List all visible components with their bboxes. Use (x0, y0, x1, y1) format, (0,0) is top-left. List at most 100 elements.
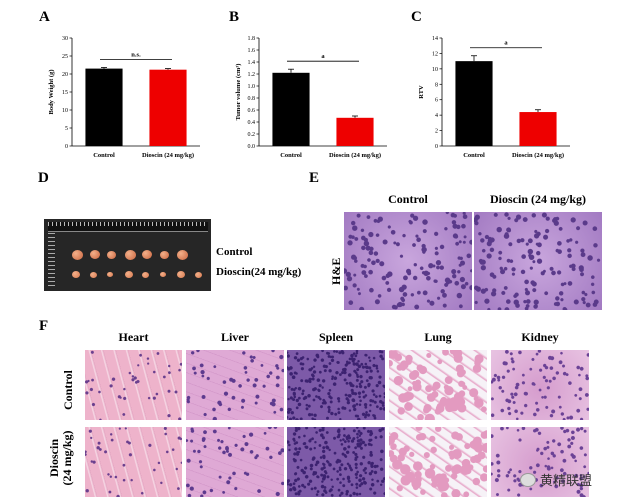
spleen-dioscin (287, 427, 385, 497)
heart-control (85, 350, 182, 420)
tumor (159, 272, 166, 277)
f-col-heart: Heart (118, 330, 149, 344)
f-col-lung: Lung (424, 330, 452, 344)
f-row-dioscin-label: Dioscin (24 mg/kg) (47, 430, 74, 486)
y-tick-label: 30 (62, 36, 68, 42)
tumor (142, 250, 152, 259)
y-tick-label: 1.2 (248, 72, 256, 78)
y-tick-label: 4 (435, 113, 438, 119)
y-axis-label: Tumor volume (cm³) (235, 64, 242, 121)
rtv-chart: 0 2 4 6 8 10 12 14 RTV Control Dioscin (24 mg/kg) a (418, 36, 570, 159)
spleen-control (287, 350, 385, 420)
tumor-photo (44, 219, 211, 291)
e-row-he: H&E (329, 257, 343, 285)
tumor (89, 271, 97, 278)
panel-letter-d: D (38, 170, 49, 186)
y-tick-label: 0.2 (248, 132, 256, 138)
bar (336, 117, 374, 146)
y-tick-label: 10 (432, 67, 438, 73)
e-col-dioscin: Dioscin (24 mg/kg) (490, 192, 586, 206)
lung-control (389, 350, 487, 420)
tumor (72, 271, 80, 278)
liver-dioscin (186, 427, 284, 497)
tumor (142, 271, 149, 278)
watermark-text: 黄精联盟 (540, 474, 593, 489)
y-tick-label: 14 (432, 36, 438, 42)
y-tick-label: 15 (62, 90, 68, 96)
tumor (72, 249, 83, 260)
tumor (107, 272, 113, 277)
category-label: Dioscin (24 mg/kg) (142, 152, 194, 159)
tumor-row-control (72, 248, 212, 262)
body-weight-chart: 0 5 10 15 20 25 30 Body Weight (g) Control Diosci… (48, 36, 200, 159)
ruler-left (48, 233, 55, 288)
f-row-dioscin: Dioscin (24 mg/kg) (47, 426, 74, 490)
panel-letter-c: C (411, 9, 422, 25)
category-label: Control (93, 152, 115, 159)
tumor (159, 250, 169, 259)
f-col-liver: Liver (221, 330, 249, 344)
significance-label: a (321, 53, 325, 60)
y-tick-label: 0.4 (248, 120, 256, 126)
e-col-control: Control (388, 192, 428, 206)
bar (455, 61, 493, 147)
kidney-dioscin (491, 427, 589, 497)
liver-control (186, 350, 284, 420)
tumor (89, 250, 100, 259)
y-tick-label: 20 (62, 72, 68, 78)
y-tick-label: 1.0 (248, 84, 256, 90)
f-col-spleen: Spleen (318, 330, 353, 344)
tumor (177, 249, 188, 260)
he-tumor-dioscin (474, 212, 602, 310)
watermark: 黄精联盟 (520, 470, 592, 489)
y-tick-label: 0.0 (248, 144, 256, 150)
lung-dioscin (389, 427, 487, 497)
y-tick-label: 0 (435, 144, 438, 150)
he-tumor-control (344, 212, 472, 310)
heart-dioscin (85, 427, 182, 497)
bar (149, 69, 187, 146)
bar (519, 112, 557, 146)
y-tick-label: 10 (62, 108, 68, 114)
kidney-control (491, 350, 589, 420)
y-tick-label: 6 (435, 98, 438, 104)
tumor (124, 271, 133, 278)
y-axis-label: Body Weight (g) (48, 69, 55, 114)
panel-letter-b: B (229, 9, 240, 25)
bar (85, 68, 123, 146)
f-row-control: Control (61, 370, 75, 410)
y-tick-label: 0.8 (248, 96, 256, 102)
tumor-label-control: Control (216, 246, 253, 258)
y-tick-label: 12 (432, 51, 438, 57)
panel-letter-f: F (39, 318, 49, 334)
y-tick-label: 25 (62, 54, 68, 60)
significance-label: a (504, 40, 508, 47)
tumor (124, 249, 136, 260)
tumor-row-dioscin (72, 268, 212, 280)
f-col-kidney: Kidney (521, 330, 559, 344)
tumor-label-dioscin: Dioscin(24 mg/kg) (216, 266, 302, 278)
y-axis-label: RTV (418, 85, 425, 99)
y-tick-label: 0 (65, 144, 68, 150)
category-label: Control (280, 152, 302, 159)
category-label: Dioscin (24 mg/kg) (512, 152, 564, 159)
category-label: Control (463, 152, 485, 159)
wechat-icon (520, 472, 536, 487)
y-tick-label: 0.6 (248, 108, 256, 114)
y-tick-label: 1.6 (248, 48, 256, 54)
tumor-volume-chart: 0.0 0.2 0.4 0.6 0.8 1.0 1.2 1.4 1.6 1.8 Tumor volu… (235, 36, 387, 159)
y-tick-label: 1.8 (248, 36, 256, 42)
y-tick-label: 5 (65, 126, 68, 132)
y-tick-label: 2 (435, 129, 438, 135)
tumor (177, 271, 185, 278)
panel-letter-a: A (39, 9, 50, 25)
significance-label: n.s. (131, 52, 141, 59)
panel-letter-e: E (309, 170, 320, 186)
y-tick-label: 1.4 (248, 60, 256, 66)
tumor (194, 271, 202, 278)
ruler (48, 222, 208, 232)
category-label: Dioscin (24 mg/kg) (329, 152, 381, 159)
bar (272, 72, 310, 146)
y-tick-label: 8 (435, 82, 438, 88)
tumor (107, 250, 116, 259)
